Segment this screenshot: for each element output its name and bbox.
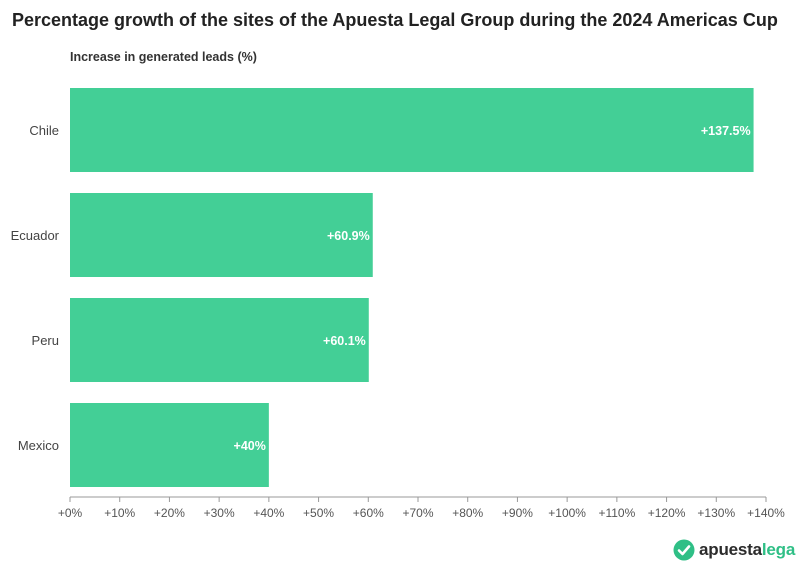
x-tick-label: +60% [353, 506, 384, 520]
chart-subtitle: Increase in generated leads (%) [70, 50, 257, 64]
x-tick-label: +90% [502, 506, 533, 520]
x-tick-label: +10% [104, 506, 135, 520]
data-label: +60.9% [327, 229, 370, 243]
x-tick-label: +110% [598, 506, 635, 520]
logo-text-accent: legal [761, 540, 796, 559]
brand-logo: apuestalegal [673, 539, 796, 561]
category-label: Peru [32, 333, 59, 348]
bar-peru [70, 298, 369, 382]
checkmark-badge-icon [673, 539, 695, 561]
category-label: Ecuador [11, 228, 60, 243]
category-label: Chile [29, 123, 59, 138]
x-tick-label: +20% [154, 506, 185, 520]
x-tick-label: +130% [697, 506, 735, 520]
bar-mexico [70, 403, 269, 487]
x-tick-label: +30% [204, 506, 235, 520]
x-tick-label: +40% [253, 506, 284, 520]
x-tick-label: +80% [452, 506, 483, 520]
logo-wordmark: apuestalegal [699, 540, 796, 560]
x-tick-label: +140% [747, 506, 785, 520]
bar-ecuador [70, 193, 373, 277]
category-label: Mexico [18, 438, 59, 453]
bar-chart: +137.5% +60.9% +60.1% +40% Chile Ecuador Peru… [11, 88, 785, 520]
data-label: +40% [234, 439, 266, 453]
x-tick-label: +70% [402, 506, 433, 520]
data-label: +60.1% [323, 334, 366, 348]
x-tick-label: +120% [648, 506, 686, 520]
data-label: +137.5% [701, 124, 751, 138]
x-tick-label: +100% [548, 506, 586, 520]
x-tick-label: +0% [58, 506, 83, 520]
logo-text-main: apuesta [699, 540, 762, 559]
chart-title: Percentage growth of the sites of the Ap… [12, 10, 778, 30]
bar-chile [70, 88, 754, 172]
x-tick-label: +50% [303, 506, 334, 520]
